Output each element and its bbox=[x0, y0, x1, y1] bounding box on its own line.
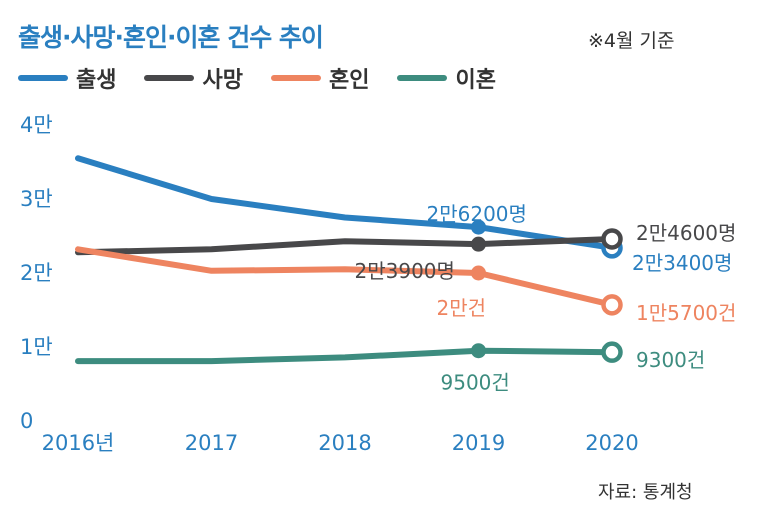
data-label-1: 2만3400명 bbox=[632, 251, 732, 275]
legend-label-1: 사망 bbox=[202, 68, 243, 93]
marker-3 bbox=[601, 228, 623, 250]
series-line-1 bbox=[75, 236, 615, 256]
y-tick-label-0: 0 bbox=[20, 409, 33, 433]
data-label-7: 9300건 bbox=[636, 348, 705, 372]
x-tick-label-4: 2020 bbox=[585, 431, 638, 455]
series-line-2 bbox=[75, 246, 615, 308]
y-tick-label-4: 4만 bbox=[20, 113, 53, 137]
marker-2 bbox=[471, 236, 486, 252]
y-tick-label-3: 3만 bbox=[20, 187, 53, 211]
series-line-0 bbox=[75, 155, 615, 251]
legend-item-3: 이혼 bbox=[397, 62, 496, 94]
legend-swatch-1 bbox=[144, 75, 195, 81]
x-tick-label-0: 2016년 bbox=[42, 431, 115, 455]
legend-item-2: 혼인 bbox=[270, 62, 370, 94]
chart-title: 출생·사망·혼인·이혼 건수 추이 bbox=[18, 23, 324, 52]
marker-7 bbox=[601, 341, 623, 363]
series-line-3 bbox=[75, 347, 615, 365]
legend: 출생 사망 혼인 이혼 bbox=[18, 62, 496, 94]
marker-6 bbox=[471, 343, 486, 359]
data-label-4: 2만건 bbox=[437, 296, 487, 320]
x-tick-label-2: 2018 bbox=[318, 431, 371, 455]
marker-5 bbox=[601, 294, 623, 316]
y-tick-label-1: 1만 bbox=[20, 335, 53, 359]
chart-note: ※4월 기준 bbox=[588, 30, 675, 52]
x-tick-label-1: 2017 bbox=[185, 431, 238, 455]
legend-swatch-2 bbox=[270, 75, 321, 81]
data-label-6: 9500건 bbox=[441, 371, 510, 395]
legend-swatch-0 bbox=[18, 75, 68, 81]
legend-swatch-3 bbox=[397, 75, 448, 81]
data-label-0: 2만6200명 bbox=[427, 202, 527, 226]
x-tick-label-3: 2019 bbox=[452, 431, 505, 455]
source-credit: 자료: 통계청 bbox=[598, 482, 693, 503]
y-tick-label-2: 2만 bbox=[20, 261, 53, 285]
legend-item-1: 사망 bbox=[144, 62, 243, 94]
data-label-3: 2만4600명 bbox=[636, 221, 736, 245]
legend-label-3: 이혼 bbox=[455, 68, 496, 93]
data-label-5: 1만5700건 bbox=[636, 301, 736, 325]
marker-4 bbox=[471, 265, 486, 281]
marker-0 bbox=[471, 219, 486, 235]
legend-label-0: 출생 bbox=[76, 68, 117, 93]
data-label-2: 2만3900명 bbox=[355, 259, 455, 283]
legend-label-2: 혼인 bbox=[328, 68, 370, 93]
legend-item-0: 출생 bbox=[18, 62, 116, 94]
